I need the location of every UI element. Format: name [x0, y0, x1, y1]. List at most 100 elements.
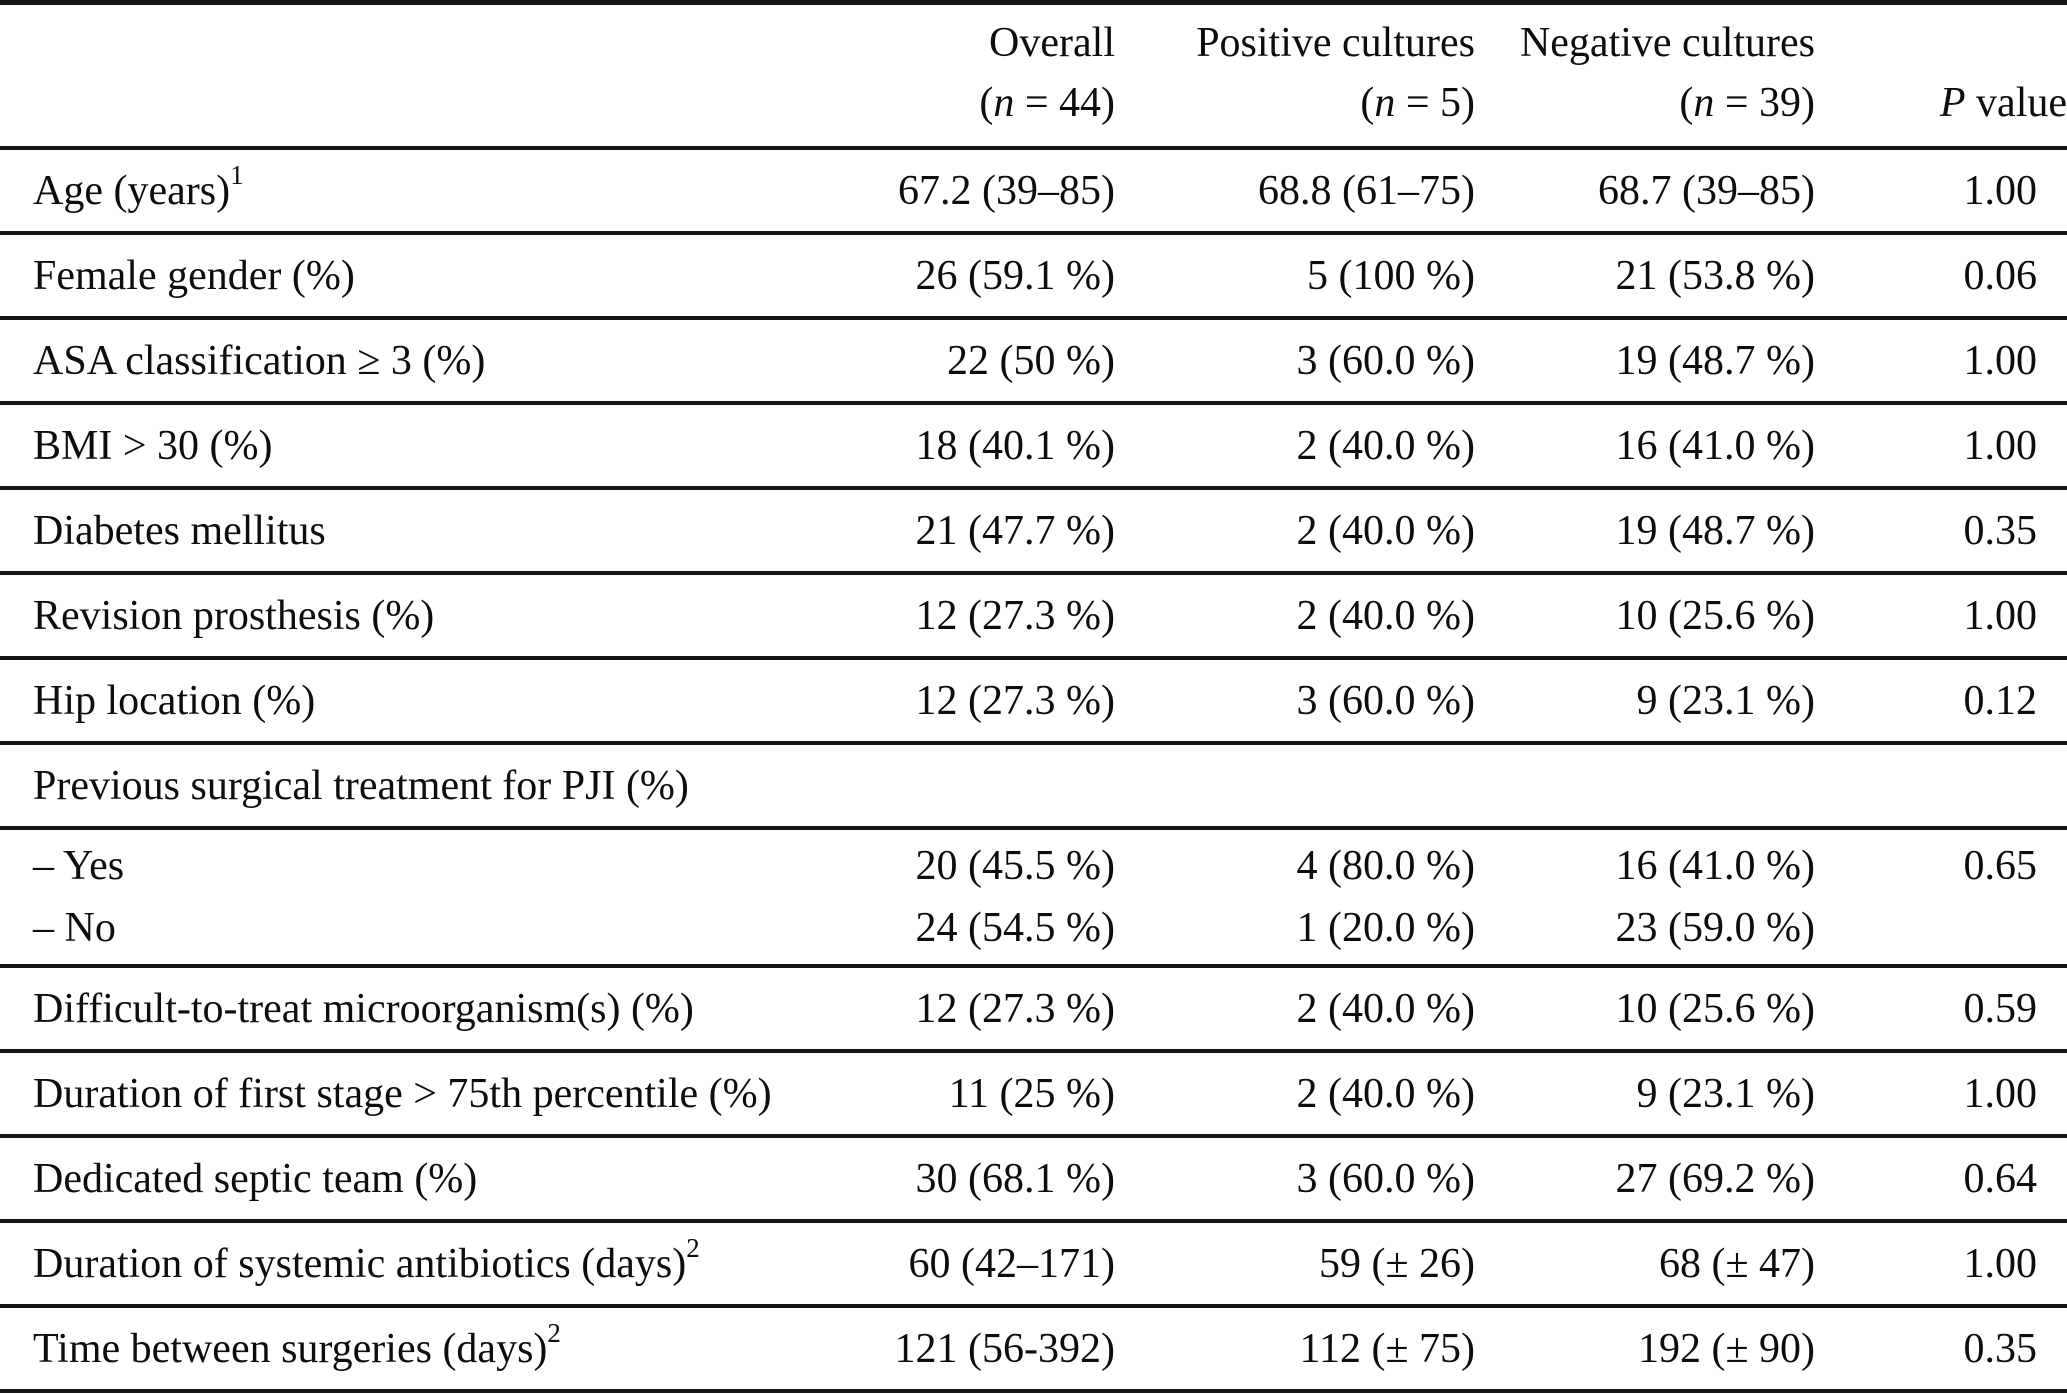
negative-cell: 10 (25.6 %)	[1475, 966, 1815, 1053]
row-label-cell: BMI > 30 (%)	[0, 403, 700, 490]
positive-cell: 3 (60.0 %)	[1115, 658, 1475, 745]
column-header-negative-cultures: Negative cultures (n = 39)	[1475, 2, 1815, 150]
table-row-age: Age (years)1 67.2 (39–85) 68.8 (61–75) 6…	[0, 148, 2067, 235]
positive-cell: 3 (60.0 %)	[1115, 1136, 1475, 1223]
column-title: P value	[1939, 80, 2067, 126]
positive-cell: 59 (± 26)	[1115, 1221, 1475, 1308]
positive-cell: 4 (80.0 %) 1 (20.0 %)	[1115, 828, 1475, 968]
negative-cell: 10 (25.6 %)	[1475, 573, 1815, 660]
p-value-cell: 0.06	[1815, 233, 2067, 320]
negative-cell: 68.7 (39–85)	[1475, 148, 1815, 235]
column-title: Overall	[989, 20, 1115, 66]
negative-cell: 192 (± 90)	[1637, 1325, 1815, 1372]
column-header-p-value: P value	[1815, 2, 2067, 150]
table-row-revision-prosthesis: Revision prosthesis (%) 12 (27.3 %) 2 (4…	[0, 573, 2067, 660]
table-row-asa-classification: ASA classification ≥ 3 (%) 22 (50 %) 3 (…	[0, 318, 2067, 405]
positive-cell: 3 (60.0 %)	[1115, 318, 1475, 405]
column-n-count: (n = 39)	[1679, 80, 1815, 126]
positive-cell: 2 (40.0 %)	[1115, 403, 1475, 490]
row-label-cell: Revision prosthesis (%)	[0, 573, 700, 660]
row-label-cell: Difficult-to-treat microorganism(s) (%)	[0, 966, 700, 1053]
row-label-cell: Diabetes mellitus	[0, 488, 700, 575]
negative-cell: 21 (53.8 %)	[1475, 233, 1815, 320]
table-row-bmi: BMI > 30 (%) 18 (40.1 %) 2 (40.0 %) 16 (…	[0, 403, 2067, 490]
table-header-row: Overall (n = 44) Positive cultures (n = …	[0, 2, 2067, 150]
negative-cell: 16 (41.0 %) 23 (59.0 %)	[1475, 828, 1815, 968]
negative-cell: 9 (23.1 %)	[1475, 658, 1815, 745]
p-value-cell: 1.00	[1815, 318, 2067, 405]
negative-cell: 16 (41.0 %)	[1475, 403, 1815, 490]
column-title: Positive cultures	[1196, 20, 1475, 66]
footnote-marker: 1	[230, 159, 244, 190]
column-header-characteristic	[0, 2, 700, 150]
row-label-cell: ASA classification ≥ 3 (%)	[0, 318, 700, 405]
overall-cell: 60 (42–171)	[700, 1221, 1115, 1308]
positive-cell: 2 (40.0 %)	[1115, 573, 1475, 660]
overall-cell	[700, 743, 1115, 830]
overall-cell: 12 (27.3 %)	[700, 658, 1115, 745]
row-label-cell: Duration of systemic antibiotics (days)2	[0, 1221, 700, 1308]
positive-cell: 112 (± 75)	[1299, 1325, 1475, 1372]
table-row-duration-antibiotics: Duration of systemic antibiotics (days)2…	[0, 1221, 2067, 1308]
table-row-duration-first-stage: Duration of first stage > 75th percentil…	[0, 1051, 2067, 1138]
p-value-cell: 0.35	[1963, 1325, 2038, 1372]
table-row-dedicated-septic-team: Dedicated septic team (%) 30 (68.1 %) 3 …	[0, 1136, 2067, 1223]
p-value-cell: 1.00	[1815, 403, 2067, 490]
table-row-female-gender: Female gender (%) 26 (59.1 %) 5 (100 %) …	[0, 233, 2067, 320]
row-label-cell: Age (years)1	[0, 148, 700, 235]
p-value-cell: 1.00	[1815, 1221, 2067, 1308]
table-row-previous-surgical-treatment: Previous surgical treatment for PJI (%)	[0, 743, 2067, 830]
negative-cell: 27 (69.2 %)	[1475, 1136, 1815, 1223]
table-header: Overall (n = 44) Positive cultures (n = …	[0, 2, 2067, 150]
column-n-count: (n = 5)	[1360, 80, 1475, 126]
table-row-diabetes: Diabetes mellitus 21 (47.7 %) 2 (40.0 %)…	[0, 488, 2067, 575]
overall-cell: 12 (27.3 %)	[700, 573, 1115, 660]
p-value-cell	[1815, 743, 2067, 830]
column-header-overall: Overall (n = 44)	[700, 2, 1115, 150]
footnote-marker: 2	[686, 1232, 700, 1263]
footnote-marker: 2	[547, 1317, 561, 1348]
overall-cell: 20 (45.5 %) 24 (54.5 %)	[700, 828, 1115, 968]
column-title: Negative cultures	[1519, 20, 1815, 66]
positive-cell: 5 (100 %)	[1115, 233, 1475, 320]
p-value-cell: 0.64	[1815, 1136, 2067, 1223]
row-label-cell: Duration of first stage > 75th percentil…	[0, 1051, 772, 1138]
overall-cell: 121 (56-392)	[894, 1325, 1115, 1372]
negative-cell: 9 (23.1 %)	[1475, 1051, 1815, 1138]
positive-cell: 2 (40.0 %)	[1115, 966, 1475, 1053]
p-value-cell: 0.35	[1815, 488, 2067, 575]
row-label-cell: Previous surgical treatment for PJI (%)	[0, 743, 700, 830]
overall-cell: 21 (47.7 %)	[700, 488, 1115, 575]
positive-cell: 2 (40.0 %)	[1115, 1051, 1475, 1138]
negative-cell	[1475, 743, 1815, 830]
negative-cell: 19 (48.7 %)	[1475, 318, 1815, 405]
column-header-positive-cultures: Positive cultures (n = 5)	[1115, 2, 1475, 150]
overall-cell: 12 (27.3 %)	[700, 966, 1115, 1053]
overall-cell: 11 (25 %)	[700, 1051, 1115, 1138]
row-label-cell: Dedicated septic team (%)	[0, 1136, 700, 1223]
table-body: Age (years)1 67.2 (39–85) 68.8 (61–75) 6…	[0, 148, 2067, 1391]
overall-cell: 22 (50 %)	[700, 318, 1115, 405]
row-label-cell: Female gender (%)	[0, 233, 700, 320]
table-row-time-between-surgeries: Time between surgeries (days)2 121 (56-3…	[0, 1306, 2067, 1391]
overall-cell: 67.2 (39–85)	[700, 148, 1115, 235]
p-value-cell: 1.00	[1815, 1051, 2067, 1138]
positive-cell	[1115, 743, 1475, 830]
p-value-cell: 0.12	[1815, 658, 2067, 745]
p-value-cell: 0.65	[1815, 828, 2067, 968]
positive-cell: 68.8 (61–75)	[1115, 148, 1475, 235]
overall-cell: 30 (68.1 %)	[700, 1136, 1115, 1223]
negative-cell: 19 (48.7 %)	[1475, 488, 1815, 575]
row-label-cell: Hip location (%)	[0, 658, 700, 745]
p-value-cell: 1.00	[1815, 573, 2067, 660]
table-row-difficult-to-treat: Difficult-to-treat microorganism(s) (%) …	[0, 966, 2067, 1053]
p-value-cell: 0.59	[1815, 966, 2067, 1053]
positive-cell: 2 (40.0 %)	[1115, 488, 1475, 575]
p-value-cell: 1.00	[1815, 148, 2067, 235]
overall-cell: 26 (59.1 %)	[700, 233, 1115, 320]
table-row-hip-location: Hip location (%) 12 (27.3 %) 3 (60.0 %) …	[0, 658, 2067, 745]
table-row-yes-no: – Yes – No 20 (45.5 %) 24 (54.5 %) 4 (80…	[0, 828, 2067, 968]
column-n-count: (n = 44)	[979, 80, 1115, 126]
negative-cell: 68 (± 47)	[1475, 1221, 1815, 1308]
